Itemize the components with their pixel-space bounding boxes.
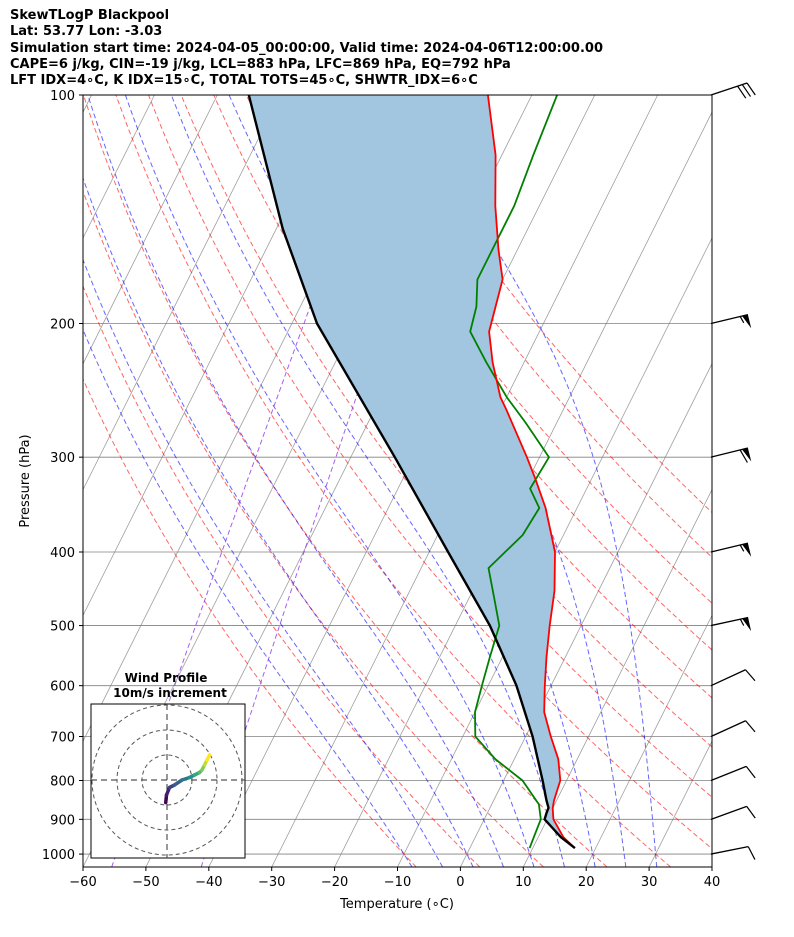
cape-shading — [248, 95, 575, 849]
isotherm-line — [208, 95, 596, 867]
chart-title: SkewTLogP Blackpool — [10, 8, 170, 23]
dry-adiabat — [83, 377, 417, 867]
x-tick-label: 10 — [515, 875, 532, 890]
hodograph-title: Wind Profile — [125, 671, 208, 685]
axes: −60 −50 −40 −30 −20 −10 0 10 20 30 40 100 200 300 400 5… — [42, 89, 720, 890]
wind-barb — [710, 765, 756, 782]
wind-barb — [710, 669, 756, 687]
hodograph-plot — [91, 704, 245, 858]
x-tick-label: 40 — [704, 875, 721, 890]
dry-adiabat — [376, 95, 712, 514]
isotherm-line — [83, 95, 344, 617]
dry-adiabat — [83, 95, 608, 867]
x-axis-label: Temperature (∘C) — [339, 897, 454, 912]
moist-adiabat — [124, 95, 535, 867]
temperature-trace — [487, 95, 576, 849]
isotherm-line — [648, 740, 712, 867]
x-tick-label: −40 — [195, 875, 222, 890]
wind-barb — [710, 82, 756, 99]
wind-barb — [710, 447, 752, 463]
y-tick-label: 500 — [50, 620, 75, 635]
wind-barb — [710, 805, 756, 820]
isotherm-line — [83, 95, 155, 239]
wind-barb — [710, 845, 756, 860]
wind-barbs — [710, 82, 756, 860]
x-tick-label: 0 — [456, 875, 464, 890]
x-tick-label: 20 — [578, 875, 595, 890]
isotherm-line — [460, 362, 712, 867]
x-tick-label: −20 — [321, 875, 348, 890]
stability-indices-cape: CAPE=6 j/kg, CIN=-19 j/kg, LCL=883 hPa, … — [10, 56, 511, 72]
hodograph: Wind Profile 10m/s increment — [90, 671, 246, 859]
x-tick-label: −60 — [69, 875, 96, 890]
title-block: SkewTLogP Blackpool Lat: 53.77 Lon: -3.0… — [10, 8, 603, 89]
y-tick-label: 400 — [50, 546, 75, 561]
moist-adiabat — [83, 176, 474, 867]
dewpoint-trace — [469, 95, 558, 849]
isotherm-line — [522, 488, 712, 867]
y-tick-label: 900 — [50, 813, 75, 828]
y-tick-label: 800 — [50, 775, 75, 790]
x-tick-label: 30 — [641, 875, 658, 890]
wind-barb — [710, 616, 752, 632]
isotherm-line — [585, 614, 712, 867]
isotherm-line — [83, 95, 218, 365]
dry-adiabat — [115, 95, 671, 867]
x-tick-label: −10 — [384, 875, 411, 890]
isotherm-line — [711, 866, 712, 867]
isotherm-line — [83, 95, 281, 491]
parcel-trace — [247, 95, 576, 850]
isotherm-line — [397, 237, 712, 867]
y-tick-label: 100 — [50, 89, 75, 104]
wind-barb — [710, 542, 752, 557]
y-tick-label: 600 — [50, 680, 75, 695]
wind-barb — [710, 720, 756, 738]
dry-adiabat — [180, 95, 712, 798]
y-tick-label: 300 — [50, 451, 75, 466]
stability-indices-lifted: LFT IDX=4∘C, K IDX=15∘C, TOTAL TOTS=45∘C… — [10, 73, 478, 89]
x-tick-label: −50 — [132, 875, 159, 890]
dry-adiabat — [310, 95, 712, 604]
isotherm-line — [83, 95, 92, 114]
hodograph-subtitle: 10m/s increment — [113, 686, 227, 700]
x-tick-label: −30 — [258, 875, 285, 890]
moist-adiabat — [87, 95, 504, 867]
dry-adiabat — [343, 95, 712, 558]
y-tick-label: 700 — [50, 730, 75, 745]
simulation-times: Simulation start time: 2024-04-05_00:00:… — [10, 40, 603, 56]
location-coordinates: Lat: 53.77 Lon: -3.03 — [10, 24, 163, 40]
moist-adiabat — [83, 258, 444, 867]
moist-adiabat — [83, 328, 413, 867]
wind-barb — [710, 313, 752, 329]
y-axis-label: Pressure (hPa) — [18, 434, 33, 527]
plot-area — [83, 95, 712, 867]
moist-adiabat — [170, 95, 565, 867]
y-tick-label: 1000 — [42, 848, 75, 863]
y-tick-label: 200 — [50, 318, 75, 333]
hodograph-segment — [205, 753, 212, 762]
dry-adiabat — [83, 284, 481, 867]
